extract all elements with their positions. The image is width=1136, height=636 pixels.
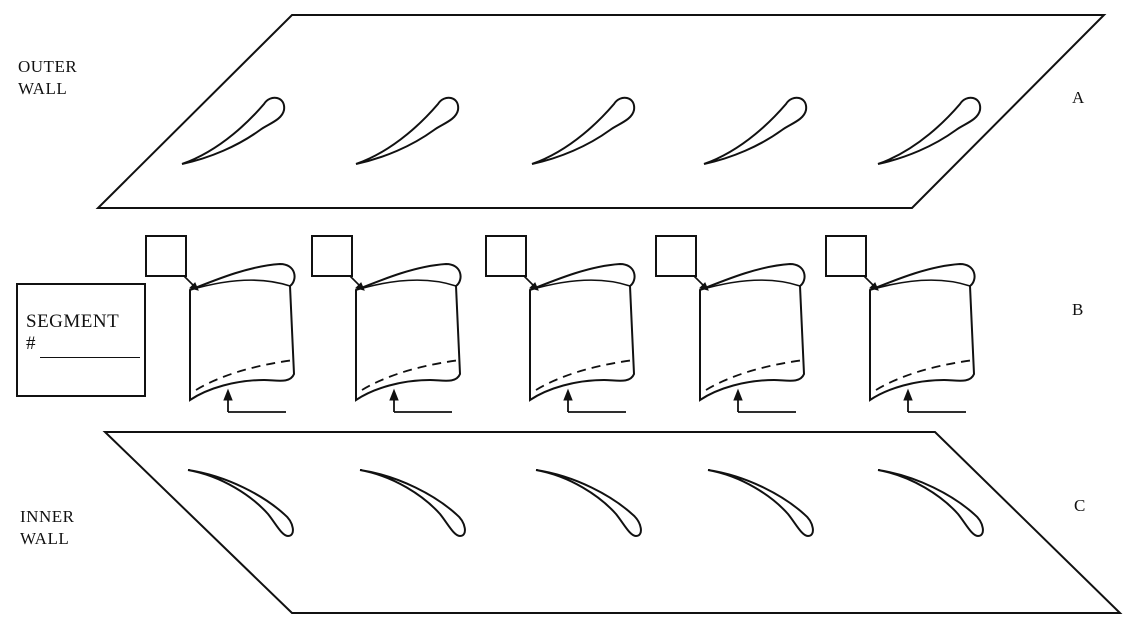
vane-4 xyxy=(655,235,806,413)
segment-number-prefix: # xyxy=(26,333,36,354)
vane-cap-curve xyxy=(699,279,801,291)
inner-wall-label-line2: WALL xyxy=(20,529,70,548)
vane-hidden-edge xyxy=(875,359,975,391)
outer-wall-plate xyxy=(95,14,1107,209)
vane-hidden-edge xyxy=(195,359,295,391)
outer-wall-airfoils xyxy=(181,96,982,165)
inner-airfoil-3 xyxy=(535,469,642,538)
inner-wall-plate xyxy=(102,431,1123,614)
inner-wall-airfoils xyxy=(187,469,984,538)
outer-airfoil-3 xyxy=(531,96,636,165)
inner-airfoil-5 xyxy=(877,469,984,538)
vane-pointer-arrowhead xyxy=(223,388,233,401)
vane-5 xyxy=(825,235,976,413)
outer-wall-label: OUTER WALL xyxy=(18,56,77,100)
vane-blade-outline xyxy=(529,262,636,402)
vane-hidden-edge xyxy=(705,359,805,391)
vane-tag-box[interactable] xyxy=(825,235,867,277)
part-label-a: A xyxy=(1072,88,1085,107)
vane-pointer-arrowhead xyxy=(563,388,573,401)
inner-airfoil-4 xyxy=(707,469,814,538)
vane-tag-box[interactable] xyxy=(145,235,187,277)
vane-tag-box[interactable] xyxy=(485,235,527,277)
segment-title: SEGMENT xyxy=(26,311,120,332)
vane-hidden-edge xyxy=(535,359,635,391)
vane-pointer-arrowhead xyxy=(733,388,743,401)
outer-airfoil-1 xyxy=(181,96,286,165)
vane-pointer-arrowhead xyxy=(389,388,399,401)
vane-3 xyxy=(485,235,636,413)
vane-tag-box[interactable] xyxy=(311,235,353,277)
outer-wall-label-line1: OUTER xyxy=(18,57,78,76)
vane-pointer-arrowhead xyxy=(903,388,913,401)
vane-blade-outline xyxy=(699,262,806,402)
outer-wall-label-line2: WALL xyxy=(18,79,68,98)
vane-2 xyxy=(311,235,462,413)
inner-wall-label-line1: INNER xyxy=(20,507,75,526)
vane-hidden-edge xyxy=(361,359,461,391)
outer-airfoil-5 xyxy=(877,96,982,165)
vane-blade-outline xyxy=(189,262,296,402)
vane-cap-curve xyxy=(189,279,291,291)
part-label-c: C xyxy=(1074,496,1086,515)
vane-cap-curve xyxy=(529,279,631,291)
vane-segments xyxy=(145,235,976,413)
part-label-b: B xyxy=(1072,300,1084,319)
segment-number-field[interactable] xyxy=(40,357,140,358)
vane-cap-curve xyxy=(869,279,971,291)
segment-box: SEGMENT # xyxy=(16,283,146,397)
vane-blade-outline xyxy=(355,262,462,402)
vane-tag-box[interactable] xyxy=(655,235,697,277)
outer-airfoil-4 xyxy=(703,96,808,165)
vane-cap-curve xyxy=(355,279,457,291)
vane-1 xyxy=(145,235,296,413)
vane-blade-outline xyxy=(869,262,976,402)
inner-airfoil-1 xyxy=(187,469,294,538)
inner-wall-label: INNER WALL xyxy=(20,506,74,550)
inner-airfoil-2 xyxy=(359,469,466,538)
outer-airfoil-2 xyxy=(355,96,460,165)
